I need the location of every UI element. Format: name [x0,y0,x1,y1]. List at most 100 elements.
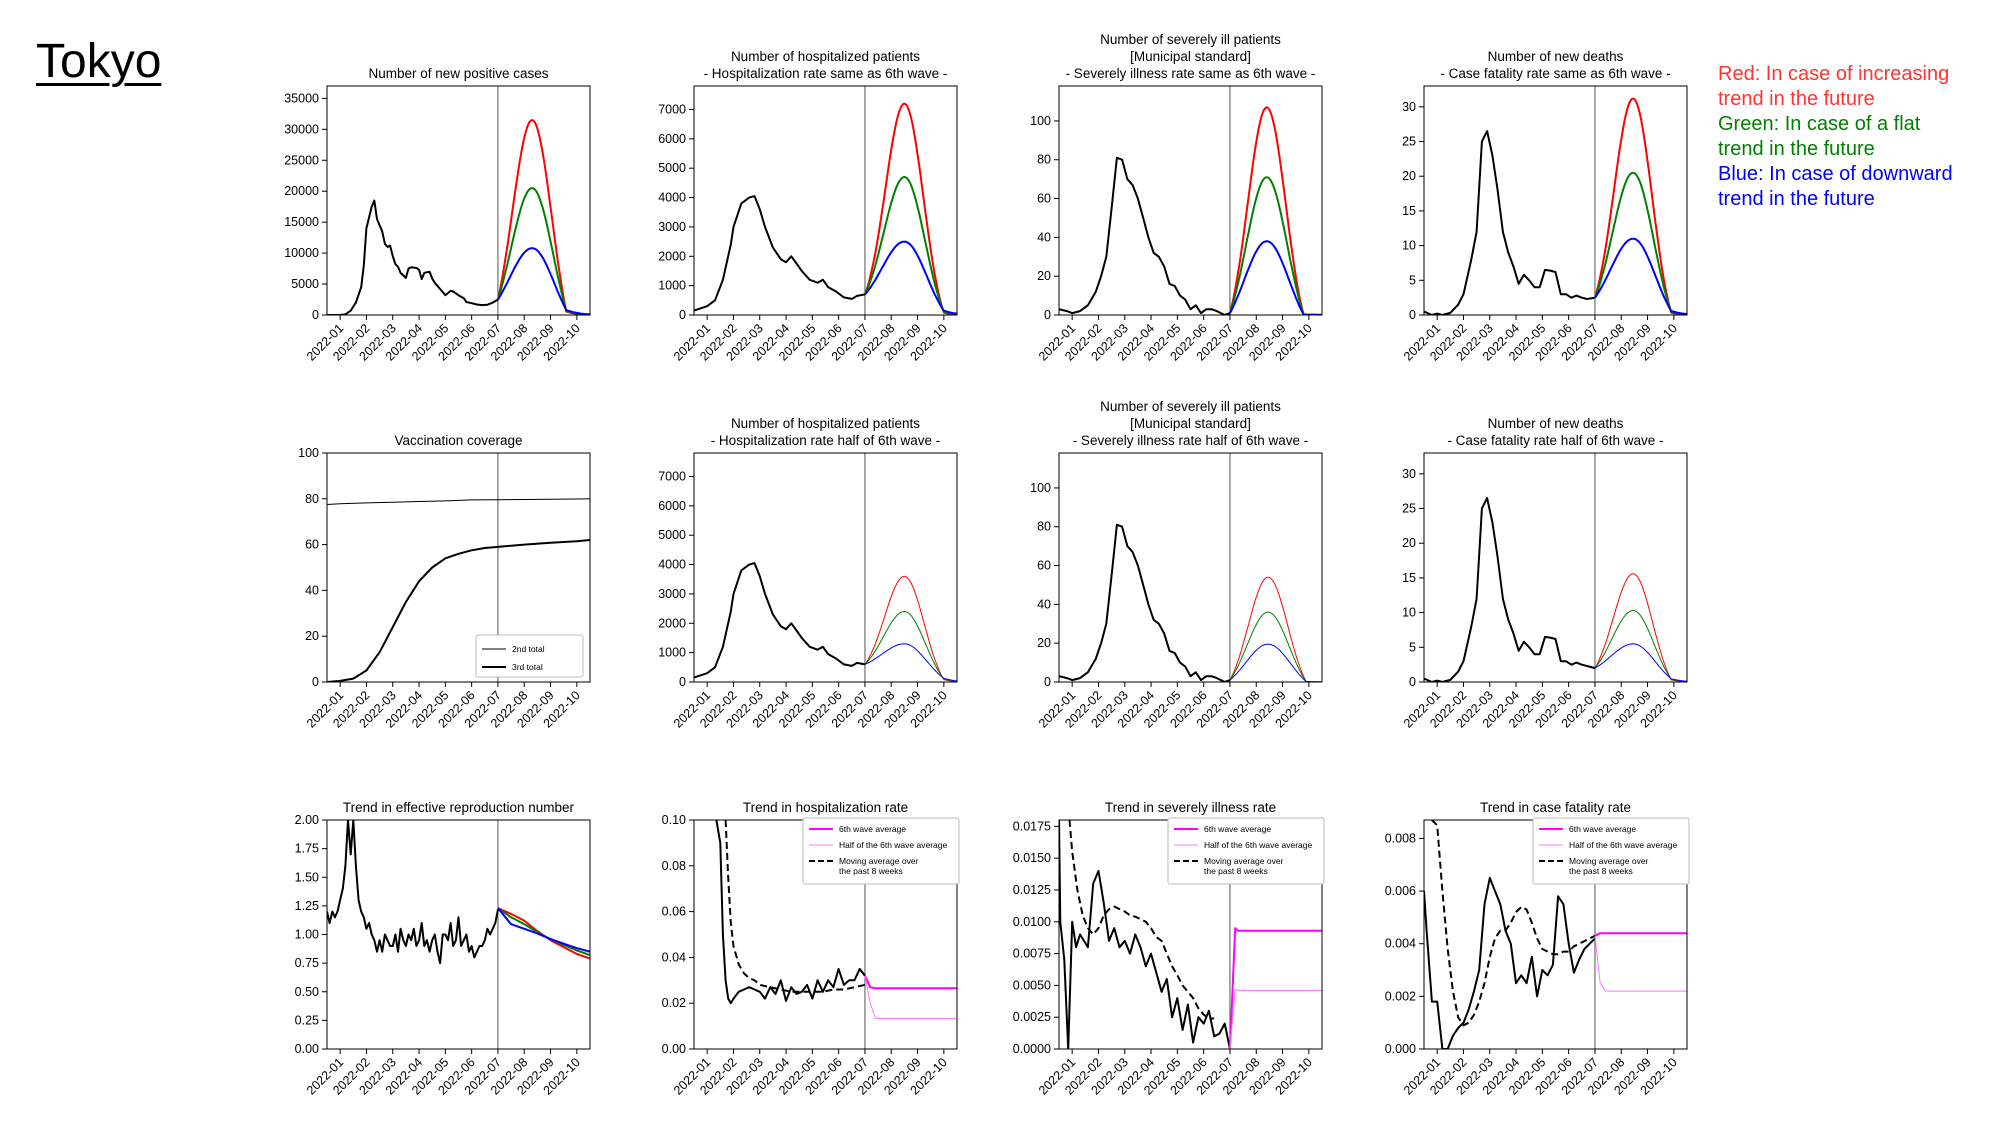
chart-title: - Case fatality rate half of 6th wave - [1447,433,1663,448]
series-3rd-line [327,539,590,682]
chart-panel-rt: Trend in effective reproduction number 0.… [295,800,591,1098]
y-tick-label: 25 [1402,135,1416,149]
y-tick-label: 1.75 [295,842,319,856]
plot-frame [693,85,958,316]
y-tick-label: 100 [1030,481,1051,495]
y-tick-label: 0 [1044,308,1051,322]
y-tick-label: 3000 [658,587,686,601]
legend-label: 6th wave average [1569,824,1636,834]
y-tick-label: 2.00 [295,813,319,827]
y-tick-label: 0 [1044,675,1051,689]
series-downward-line [497,907,590,953]
series-increase-line [864,575,957,682]
chart-title: - Hospitalization rate same as 6th wave … [704,66,948,81]
chart-title: [Municipal standard] [1130,49,1251,64]
y-tick-label: 40 [1037,230,1051,244]
legend-label: the past 8 weeks [839,866,903,876]
legend-label: Moving average over [839,856,919,866]
y-tick-label: 0.008 [1385,831,1416,845]
y-tick-label: 0.00 [662,1042,686,1056]
series-ma-line [724,820,866,993]
series-flat-line [864,611,957,682]
y-tick-label: 0 [1409,308,1416,322]
y-tick-label: 0.00 [295,1042,319,1056]
y-tick-label: 0 [1409,675,1416,689]
chart-title: Vaccination coverage [394,433,522,448]
y-tick-label: 0.0075 [1013,947,1051,961]
y-tick-label: 0.0050 [1013,978,1051,992]
series-flat-line [1229,176,1322,315]
series-downward-line [1229,643,1322,682]
y-tick-label: 7000 [658,102,686,116]
y-tick-label: 25 [1402,502,1416,516]
series-actual-line [1424,130,1596,315]
chart-title: - Severely illness rate same as 6th wave… [1066,66,1316,81]
series-actual-line [1059,820,1231,1049]
y-tick-label: 100 [298,446,319,460]
series-actual-line [1424,876,1596,1049]
y-tick-label: 0.006 [1385,884,1416,898]
y-tick-label: 3000 [658,220,686,234]
y-tick-label: 60 [1037,192,1051,206]
y-tick-label: 1.00 [295,928,319,942]
chart-panel-death6: Number of new deaths - Case fatality rate… [1401,49,1688,364]
y-tick-label: 0.08 [662,859,686,873]
series-rate-line [1594,932,1687,937]
series-rate_half-line [864,975,957,1019]
y-tick-label: 0.04 [662,950,686,964]
y-tick-label: 0.50 [295,985,319,999]
series-increase-line [497,119,590,315]
chart-title: Number of hospitalized patients [731,416,920,431]
y-tick-label: 0.000 [1385,1042,1416,1056]
chart-title: Number of new deaths [1488,416,1624,431]
legend-downward-text: Blue: In case of downward trend in the f… [1718,163,1953,210]
plot-frame [326,819,591,1050]
y-tick-label: 60 [305,538,319,552]
plot-frame [326,85,591,316]
legend-label: Half of the 6th wave average [839,840,947,850]
y-tick-label: 25000 [284,153,319,167]
legend-label: the past 8 weeks [1204,866,1268,876]
y-tick-label: 30 [1402,467,1416,481]
plot-frame [1423,452,1688,683]
y-tick-label: 0.10 [662,813,686,827]
series-actual-line [1059,523,1231,682]
y-tick-label: 6000 [658,132,686,146]
plot-frame [326,452,591,683]
y-tick-label: 0.0150 [1013,851,1051,865]
chart-legend [802,817,960,885]
series-actual-line [694,562,866,679]
chart-title: [Municipal standard] [1130,416,1251,431]
series-downward-line [1594,237,1687,315]
chart-panel-severehalf: Number of severely ill patients [Municipa… [1030,399,1323,731]
chart-panel-positive: Number of new positive cases 0 5000 10000 15… [284,66,591,364]
y-tick-label: 1.25 [295,899,319,913]
legend-label: 6th wave average [1204,824,1271,834]
chart-title: Trend in hospitalization rate [743,800,908,815]
y-tick-label: 0.0000 [1013,1042,1051,1056]
y-tick-label: 1.50 [295,870,319,884]
chart-legend [1167,817,1325,885]
legend-label: Moving average over [1569,856,1649,866]
y-tick-label: 0 [312,675,319,689]
scenario-legend: Red: In case of increasing trend in the … [1718,62,1953,212]
y-tick-label: 0 [312,308,319,322]
chart-panel-vacc: Vaccination coverage0204060801002022-012… [298,433,591,731]
series-flat-line [1594,610,1687,682]
chart-title: Trend in effective reproduction number [343,800,575,815]
y-tick-label: 35000 [284,91,319,105]
y-tick-label: 30000 [284,122,319,136]
series-increase-line [864,102,957,315]
y-tick-label: 1000 [658,279,686,293]
y-tick-label: 10000 [284,246,319,260]
legend-label: the past 8 weeks [1569,866,1633,876]
series-actual-line [327,199,499,315]
plot-frame [1058,85,1323,316]
legend-label: 3rd total [512,662,543,672]
plot-frame [1423,85,1688,316]
chart-title: Trend in severely illness rate [1105,800,1276,815]
series-downward-line [497,247,590,315]
y-tick-label: 4000 [658,191,686,205]
y-tick-label: 15 [1402,204,1416,218]
